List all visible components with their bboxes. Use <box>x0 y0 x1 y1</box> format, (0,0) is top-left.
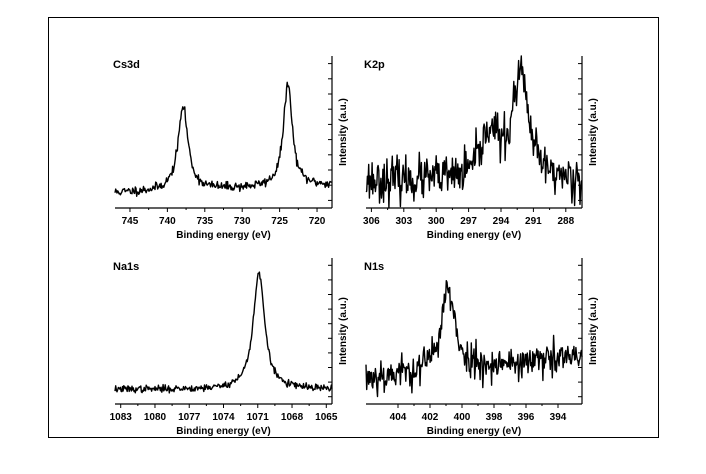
x-tick-label: 396 <box>518 412 535 423</box>
xps-figure: 745 740 735 730 725 720 Binding energy (eV) Int… <box>110 55 599 437</box>
x-tick-label: 1074 <box>212 412 235 423</box>
x-tick-label: 725 <box>271 216 288 227</box>
x-tick-label: 291 <box>525 216 542 227</box>
x-axis-title: Binding energy (eV) <box>427 230 521 241</box>
x-tick-label: 394 <box>550 412 567 423</box>
x-tick-label: 740 <box>159 216 176 227</box>
x-tick-label: 300 <box>428 216 445 227</box>
panel-label: N1s <box>364 261 384 273</box>
x-tick-label: 1065 <box>315 412 338 423</box>
panel-label: Cs3d <box>113 59 140 71</box>
x-axis-title: Binding energy (eV) <box>176 230 270 241</box>
spectrum-line-k2p <box>365 55 583 209</box>
x-tick-label: 306 <box>363 216 380 227</box>
x-tick-label: 730 <box>234 216 251 227</box>
spectrum-line-na1s <box>114 271 333 394</box>
y-axis-title: Intensity (a.u.) <box>338 98 349 166</box>
x-tick-label: 1077 <box>178 412 201 423</box>
x-tick-label: 1071 <box>247 412 270 423</box>
x-tick-label: 294 <box>493 216 510 227</box>
x-tick-label: 402 <box>422 412 439 423</box>
x-tick-label: 398 <box>486 412 503 423</box>
x-tick-label: 404 <box>390 412 407 423</box>
x-axis-title: Binding energy (eV) <box>176 426 270 437</box>
y-axis-title: Intensity (a.u.) <box>338 297 349 365</box>
x-tick-label: 297 <box>460 216 477 227</box>
x-tick-label: 303 <box>395 216 412 227</box>
x-tick-label: 735 <box>196 216 213 227</box>
x-tick-label: 400 <box>454 412 471 423</box>
x-tick-label: 1080 <box>144 412 167 423</box>
figure-frame: 745 740 735 730 725 720 Binding energy (eV) Int… <box>48 17 659 438</box>
x-tick-label: 745 <box>122 216 139 227</box>
y-axis-title: Intensity (a.u.) <box>588 297 599 365</box>
spectrum-line-n1s <box>365 280 583 398</box>
panel-label: Na1s <box>113 261 139 273</box>
x-tick-label: 1068 <box>281 412 304 423</box>
x-tick-label: 288 <box>557 216 574 227</box>
x-axis-title: Binding energy (eV) <box>427 426 521 437</box>
panel-label: K2p <box>364 59 385 71</box>
x-tick-label: 720 <box>309 216 326 227</box>
x-tick-label: 1083 <box>110 412 133 423</box>
spectrum-line-cs3d <box>114 81 332 197</box>
y-axis-title: Intensity (a.u.) <box>588 98 599 166</box>
